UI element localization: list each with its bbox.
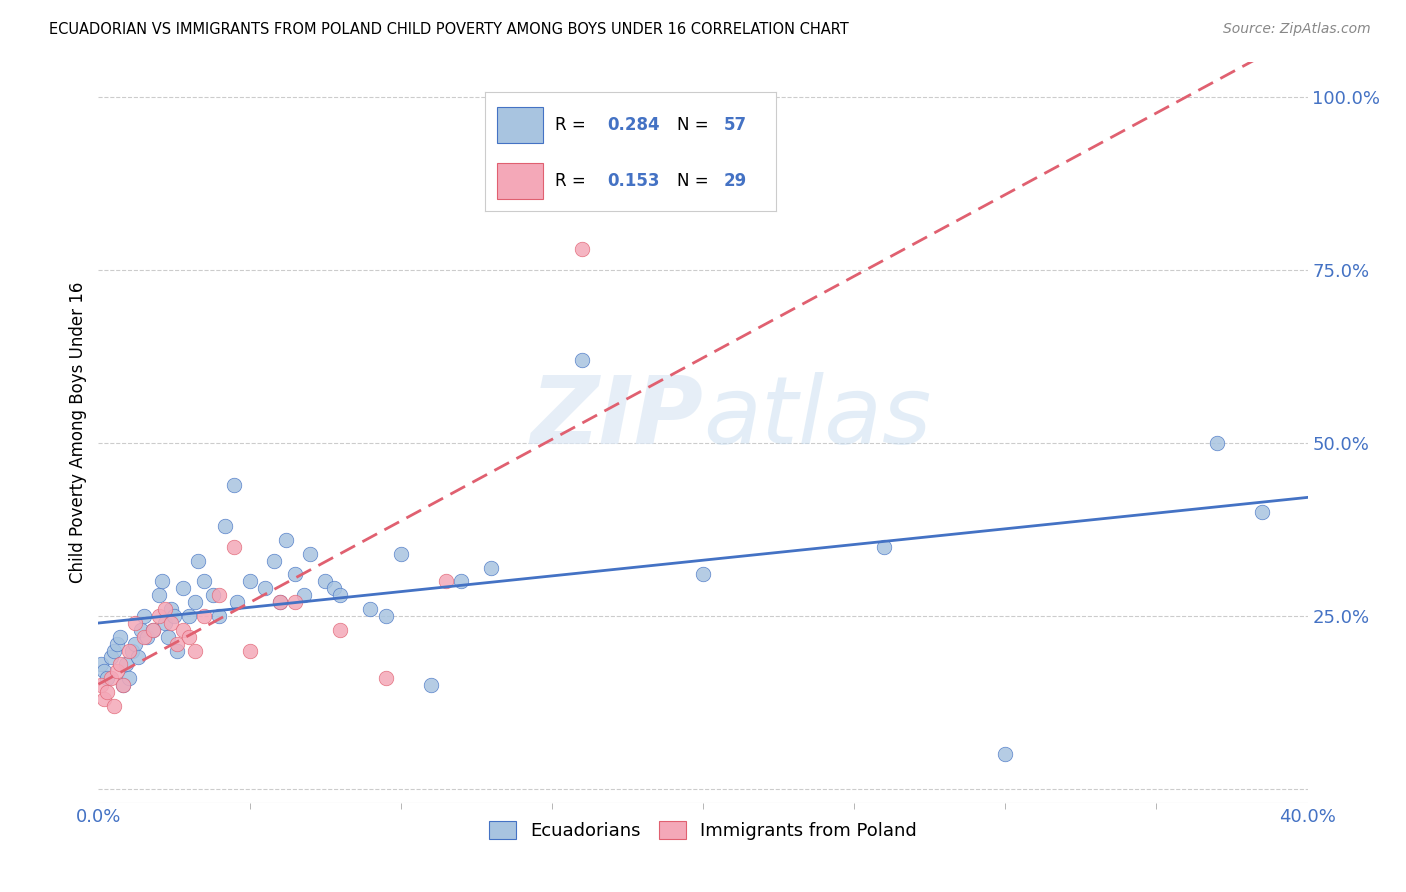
Text: ZIP: ZIP — [530, 372, 703, 464]
Point — [160, 602, 183, 616]
Point — [179, 630, 201, 644]
Point — [108, 657, 131, 672]
Point — [239, 643, 262, 657]
Point — [105, 665, 128, 679]
Point — [132, 609, 155, 624]
Point — [481, 560, 503, 574]
Point — [90, 678, 112, 692]
Text: ECUADORIAN VS IMMIGRANTS FROM POLAND CHILD POVERTY AMONG BOYS UNDER 16 CORRELATI: ECUADORIAN VS IMMIGRANTS FROM POLAND CHI… — [49, 22, 849, 37]
Point — [224, 540, 246, 554]
Text: Source: ZipAtlas.com: Source: ZipAtlas.com — [1223, 22, 1371, 37]
Point — [118, 671, 141, 685]
Point — [108, 630, 131, 644]
Point — [571, 353, 593, 368]
Point — [253, 582, 276, 596]
Point — [103, 698, 125, 713]
Point — [269, 595, 291, 609]
Point — [1206, 436, 1229, 450]
Point — [103, 643, 125, 657]
Point — [150, 574, 173, 589]
Point — [132, 630, 155, 644]
Point — [105, 637, 128, 651]
Point — [127, 650, 149, 665]
Point — [208, 609, 231, 624]
Point — [374, 671, 396, 685]
Point — [166, 637, 188, 651]
Point — [389, 547, 412, 561]
Point — [374, 609, 396, 624]
Point — [193, 609, 215, 624]
Point — [90, 657, 112, 672]
Point — [193, 574, 215, 589]
Point — [135, 630, 157, 644]
Point — [314, 574, 336, 589]
Point — [202, 588, 225, 602]
Point — [111, 678, 134, 692]
Text: atlas: atlas — [703, 372, 931, 463]
Point — [148, 588, 170, 602]
Point — [292, 588, 315, 602]
Point — [420, 678, 443, 692]
Point — [224, 477, 246, 491]
Point — [156, 630, 179, 644]
Point — [172, 623, 194, 637]
Point — [274, 533, 297, 547]
Point — [114, 657, 136, 672]
Legend: Ecuadorians, Immigrants from Poland: Ecuadorians, Immigrants from Poland — [479, 812, 927, 849]
Point — [93, 665, 115, 679]
Point — [434, 574, 457, 589]
Point — [329, 588, 352, 602]
Point — [994, 747, 1017, 762]
Point — [163, 609, 186, 624]
Point — [142, 623, 165, 637]
Point — [360, 602, 382, 616]
Point — [329, 623, 352, 637]
Point — [100, 650, 122, 665]
Point — [239, 574, 262, 589]
Point — [323, 582, 346, 596]
Point — [121, 643, 143, 657]
Point — [187, 554, 209, 568]
Point — [166, 643, 188, 657]
Point — [96, 671, 118, 685]
Point — [873, 540, 896, 554]
Point — [1251, 505, 1274, 519]
Point — [692, 567, 714, 582]
Point — [179, 609, 201, 624]
Point — [153, 615, 176, 630]
Point — [284, 595, 307, 609]
Point — [111, 678, 134, 692]
Point — [129, 623, 152, 637]
Point — [269, 595, 291, 609]
Point — [153, 602, 176, 616]
Y-axis label: Child Poverty Among Boys Under 16: Child Poverty Among Boys Under 16 — [69, 282, 87, 583]
Point — [118, 643, 141, 657]
Point — [284, 567, 307, 582]
Point — [208, 588, 231, 602]
Point — [450, 574, 472, 589]
Point — [142, 623, 165, 637]
Point — [160, 615, 183, 630]
Point — [100, 671, 122, 685]
Point — [172, 582, 194, 596]
Point — [571, 242, 593, 256]
Point — [184, 643, 207, 657]
Point — [263, 554, 285, 568]
Point — [124, 637, 146, 651]
Point — [299, 547, 322, 561]
Point — [184, 595, 207, 609]
Point — [148, 609, 170, 624]
Point — [214, 519, 236, 533]
Point — [124, 615, 146, 630]
Point — [93, 692, 115, 706]
Point — [96, 685, 118, 699]
Point — [226, 595, 249, 609]
